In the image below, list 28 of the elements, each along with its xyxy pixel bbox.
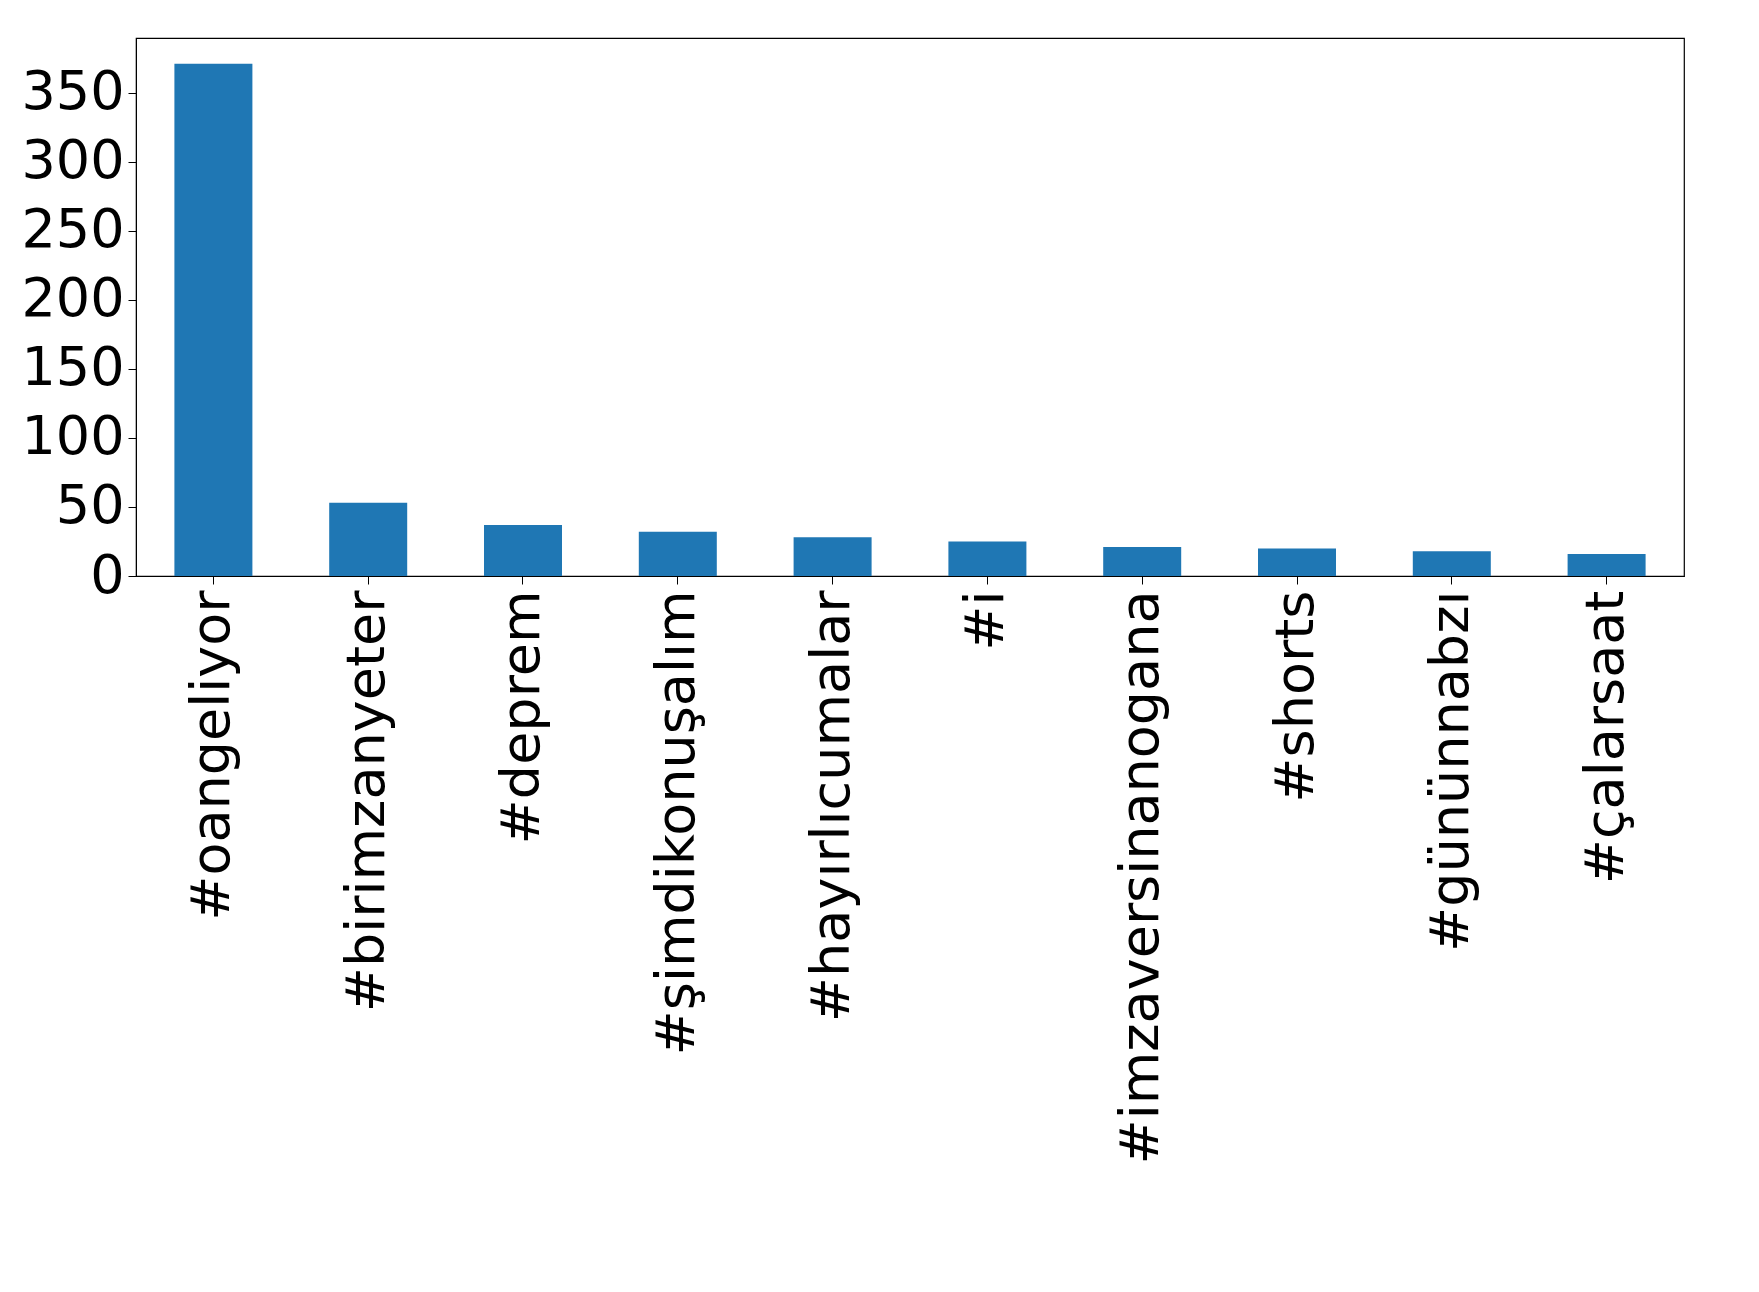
- y-tick-label: 300: [21, 128, 125, 192]
- bar: [174, 63, 253, 576]
- x-tick-label: #gününnabzı: [1417, 590, 1481, 952]
- bar: [1103, 547, 1182, 576]
- y-tick-label: 200: [21, 266, 125, 330]
- y-tick-label: 50: [55, 473, 125, 537]
- y-tick-label: 250: [21, 197, 125, 261]
- bar: [793, 537, 872, 576]
- y-tick-label: 0: [90, 542, 125, 606]
- x-tick-label: #shorts: [1263, 590, 1326, 803]
- x-tick-label: #deprem: [489, 590, 552, 845]
- bar: [1258, 548, 1336, 576]
- x-tick-label: #şimdikonuşalım: [643, 590, 707, 1056]
- bar: [1412, 551, 1491, 576]
- bar: [1567, 553, 1646, 576]
- bar: [329, 502, 408, 576]
- bar: [638, 531, 717, 576]
- x-tick-label: #çalarsaat: [1572, 590, 1636, 885]
- bar: [948, 541, 1027, 576]
- x-tick-label: #oangeliyor: [179, 589, 243, 921]
- bar: [484, 524, 562, 576]
- x-tick-label: #i: [953, 590, 1017, 651]
- y-tick-label: 150: [21, 335, 125, 399]
- y-tick-label: 100: [21, 404, 125, 468]
- x-tick-label: #imzaversinanogana: [1108, 590, 1172, 1165]
- x-tick-label: #birimzanyeter: [334, 589, 398, 1013]
- x-tick-label: #hayırlıcumalar: [798, 589, 862, 1023]
- y-tick-label: 350: [21, 59, 125, 123]
